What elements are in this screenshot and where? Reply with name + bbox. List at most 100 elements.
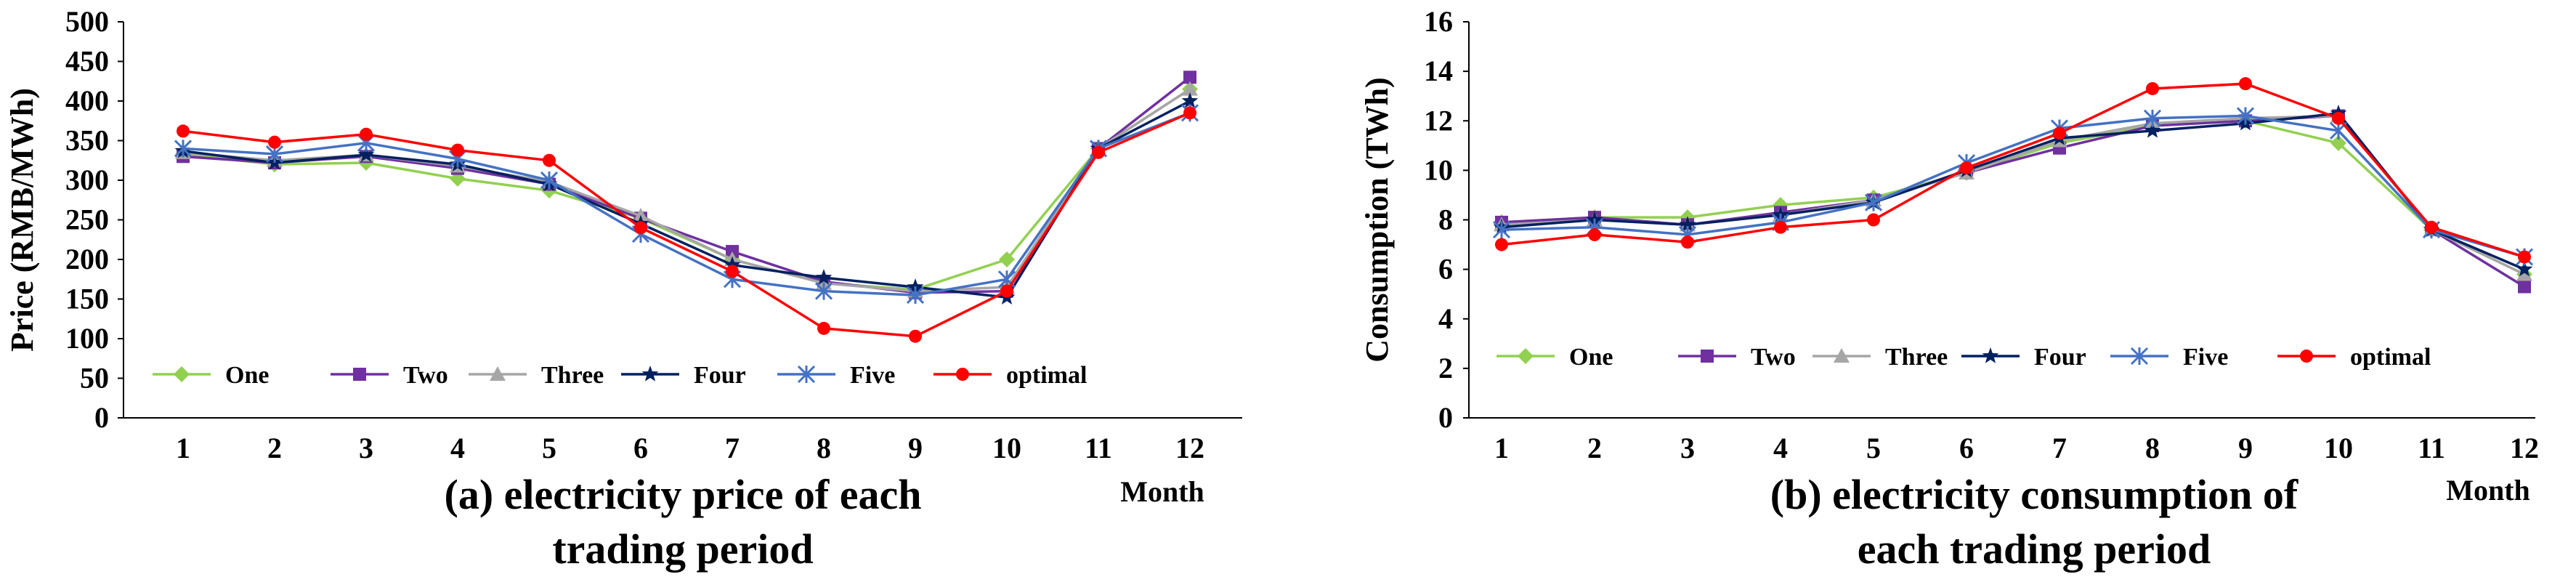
x-tick-label: 12 (1175, 432, 1204, 464)
data-point-optimal (268, 135, 281, 149)
data-point-three (1182, 81, 1198, 96)
y-tick-label: 200 (65, 243, 109, 275)
legend-label: Two (403, 362, 448, 389)
data-point-optimal (2146, 81, 2159, 95)
figure-caption: (a) electricity price of each (445, 471, 922, 518)
legend: One Two Three Four Five optimal (1496, 344, 2431, 371)
y-tick-label: 0 (94, 401, 109, 434)
x-tick-label: 8 (817, 432, 831, 464)
data-point-five (1864, 193, 1883, 211)
data-point-optimal (1774, 220, 1787, 234)
y-tick-label: 12 (1424, 104, 1453, 137)
series-five (174, 104, 1199, 304)
data-point-optimal (1867, 213, 1880, 227)
y-tick-label: 50 (80, 362, 109, 395)
data-point-four (1181, 92, 1199, 108)
x-tick-label: 6 (1959, 432, 1974, 464)
data-point-optimal (451, 143, 464, 157)
x-tick-label: 3 (1680, 432, 1695, 464)
data-point-four (724, 256, 741, 273)
data-point-five (2143, 109, 2162, 127)
x-tick-label: 1 (1494, 432, 1509, 464)
series-line-optimal (1501, 82, 2525, 259)
data-point-two (2518, 280, 2531, 294)
series-one (1494, 113, 2532, 283)
y-tick-label: 8 (1438, 203, 1453, 236)
legend-marker-two (353, 368, 366, 381)
x-tick-label: 8 (2145, 432, 2160, 464)
y-tick-label: 350 (65, 124, 109, 157)
y-tick-label: 150 (65, 283, 109, 315)
legend-label: Three (1885, 344, 1948, 371)
x-tick-label: 3 (359, 432, 373, 464)
series-four (174, 92, 1199, 304)
data-point-four (357, 146, 375, 162)
data-point-optimal (726, 265, 739, 278)
data-point-optimal (2425, 220, 2438, 234)
data-point-optimal (1495, 238, 1508, 251)
x-tick-label: 9 (2238, 432, 2253, 464)
x-tick-label: 11 (2418, 432, 2445, 464)
data-point-one (2330, 134, 2346, 151)
series-three (175, 81, 1198, 298)
legend-label: Two (1751, 344, 1796, 371)
x-tick-label: 4 (450, 432, 465, 464)
x-axis-label: Month (2446, 474, 2530, 507)
series-line-four (1501, 112, 2525, 271)
series-one (175, 81, 1198, 298)
legend-label: One (1569, 344, 1613, 371)
series-line-five (182, 111, 1191, 296)
legend-label: Five (2183, 344, 2228, 371)
series-two (177, 70, 1196, 299)
legend-marker-three (490, 366, 506, 381)
legend-marker-one (174, 366, 190, 382)
series-line-one (1501, 119, 2525, 275)
y-axis-label: Price (RMB/MWh) (4, 88, 40, 352)
data-point-two (1183, 70, 1196, 84)
data-point-optimal (1183, 106, 1196, 120)
legend-marker-two (1701, 350, 1714, 363)
data-point-optimal (2518, 250, 2531, 264)
y-tick-label: 250 (65, 203, 109, 236)
series-line-four (182, 100, 1191, 299)
data-point-one (999, 251, 1015, 267)
legend-label: Four (694, 362, 746, 389)
series-optimal (1495, 77, 2531, 264)
x-tick-label: 10 (2324, 432, 2353, 464)
data-point-optimal (1000, 284, 1013, 298)
series-line-three (1501, 114, 2525, 275)
series-optimal (177, 106, 1196, 343)
y-axis-label: Consumption (TWh) (1359, 77, 1395, 362)
x-tick-label: 4 (1773, 432, 1788, 464)
legend-label: Five (850, 362, 895, 389)
x-tick-label: 5 (1866, 432, 1881, 464)
data-point-four (2144, 121, 2161, 138)
y-tick-label: 14 (1424, 55, 1453, 87)
data-point-optimal (2239, 77, 2252, 91)
data-point-optimal (1092, 145, 1105, 159)
legend-marker-one (1518, 348, 1534, 364)
figure-caption: (b) electricity consumption of (1770, 471, 2298, 518)
series-line-two (182, 76, 1191, 294)
legend: One Two Three Four Five optimal (153, 362, 1087, 389)
y-tick-label: 450 (65, 45, 109, 78)
legend-marker-optimal (956, 368, 969, 381)
x-tick-label: 5 (542, 432, 556, 464)
y-tick-label: 4 (1438, 302, 1453, 335)
data-point-five (814, 282, 833, 300)
y-tick-label: 400 (65, 84, 109, 117)
series-four (1493, 105, 2533, 277)
y-tick-label: 500 (65, 5, 109, 38)
x-tick-label: 9 (908, 432, 923, 464)
x-tick-label: 11 (1085, 432, 1112, 464)
figure-caption: trading period (552, 525, 813, 573)
x-tick-label: 7 (2052, 432, 2067, 464)
data-point-optimal (1588, 227, 1601, 241)
data-point-four (1679, 216, 1696, 232)
x-axis-label: Month (1120, 475, 1204, 508)
data-point-five (1492, 221, 1511, 239)
series-two (1495, 109, 2531, 294)
x-tick-label: 1 (176, 432, 190, 464)
series-line-optimal (182, 111, 1191, 338)
